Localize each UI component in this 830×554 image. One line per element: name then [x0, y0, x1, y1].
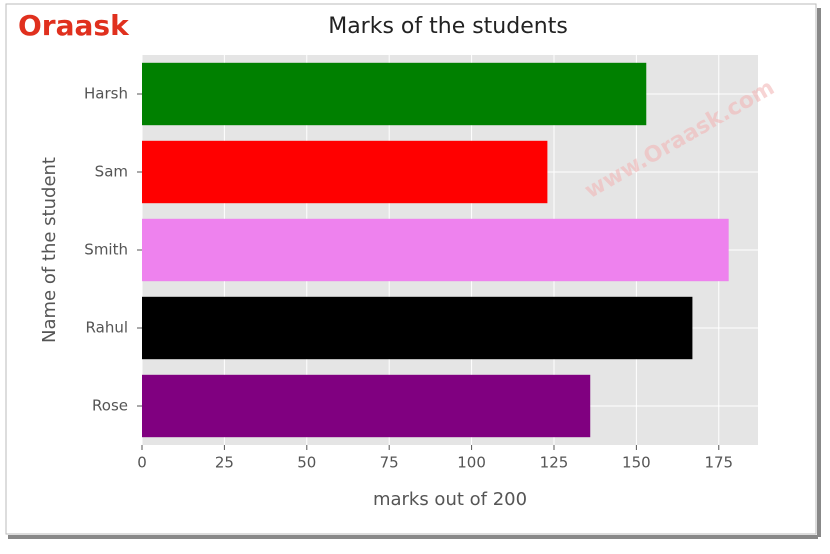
x-tick-label: 50: [297, 454, 316, 472]
x-tick-label: 150: [622, 454, 651, 472]
bar: [142, 296, 693, 360]
bar: [142, 218, 729, 282]
y-tick-label: Sam: [95, 163, 128, 181]
bar: [142, 62, 647, 126]
x-tick-label: 25: [215, 454, 234, 472]
x-tick-label: 125: [540, 454, 569, 472]
bar: [142, 140, 548, 204]
logo: Oraask: [18, 9, 130, 42]
x-tick-label: 75: [380, 454, 399, 472]
y-tick-label: Rahul: [86, 319, 128, 337]
y-tick-label: Harsh: [84, 85, 128, 103]
x-tick-label: 0: [137, 454, 147, 472]
x-tick-label: 175: [704, 454, 733, 472]
x-tick-label: 100: [457, 454, 486, 472]
bar: [142, 374, 591, 438]
x-axis-label: marks out of 200: [373, 489, 527, 510]
chart-title: Marks of the students: [328, 14, 568, 39]
y-tick-label: Rose: [92, 397, 128, 415]
y-axis-label: Name of the student: [39, 157, 60, 343]
y-tick-label: Smith: [84, 241, 128, 259]
